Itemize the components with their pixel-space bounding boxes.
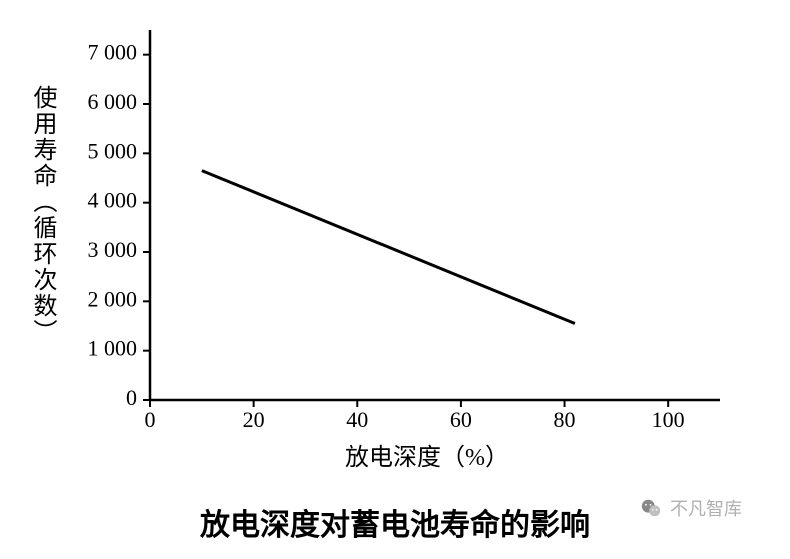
chart-svg: 0 1 000 2 000 3 000 4 000 5 000 6 000 7 000 0 20 4…: [40, 20, 750, 460]
svg-text:0: 0: [126, 385, 137, 410]
wechat-icon: [640, 497, 662, 519]
svg-text:4 000: 4 000: [88, 188, 138, 213]
svg-text:60: 60: [450, 407, 472, 432]
watermark: 不凡智库: [640, 495, 742, 521]
svg-text:1 000: 1 000: [88, 336, 138, 361]
svg-text:5 000: 5 000: [88, 138, 138, 163]
x-axis-label: 放电深度（%）: [345, 437, 509, 472]
svg-text:100: 100: [652, 407, 685, 432]
svg-text:3 000: 3 000: [88, 237, 138, 262]
chart-container: 0 1 000 2 000 3 000 4 000 5 000 6 000 7 000 0 20 4…: [40, 20, 750, 460]
svg-text:6 000: 6 000: [88, 89, 138, 114]
svg-text:2 000: 2 000: [88, 286, 138, 311]
svg-text:40: 40: [346, 407, 368, 432]
svg-text:0: 0: [145, 407, 156, 432]
svg-text:7 000: 7 000: [88, 40, 138, 65]
y-axis-label: 使用寿命（循环次数）: [30, 60, 60, 370]
svg-text:20: 20: [243, 407, 265, 432]
watermark-text: 不凡智库: [670, 495, 742, 521]
svg-text:80: 80: [554, 407, 576, 432]
